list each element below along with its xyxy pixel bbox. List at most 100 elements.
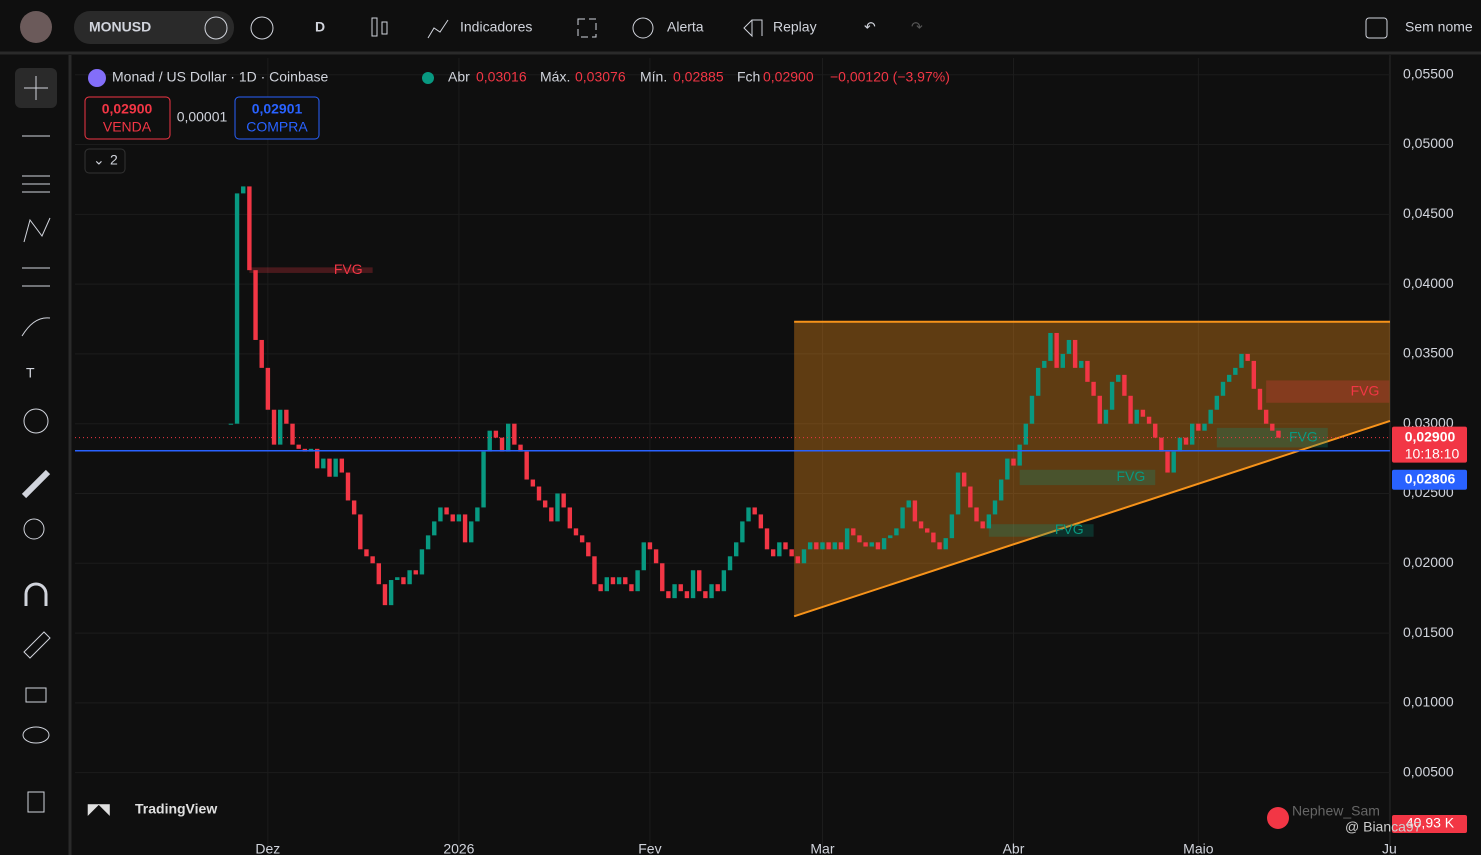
buy-button[interactable] — [234, 96, 320, 140]
indicators-toggle[interactable] — [84, 148, 126, 174]
x-tick-label: Dez — [255, 841, 280, 855]
layout-name[interactable]: Sem nome — [1405, 19, 1473, 35]
sell-label[interactable]: VENDA — [103, 119, 152, 135]
candle — [974, 507, 979, 522]
candle — [1048, 332, 1053, 361]
candle — [931, 532, 936, 543]
candle — [678, 584, 683, 592]
candle — [419, 549, 425, 575]
candle — [432, 521, 437, 536]
candle — [925, 528, 930, 533]
candle — [690, 570, 696, 599]
candle — [789, 549, 794, 557]
candle — [900, 507, 905, 529]
candle — [475, 507, 480, 522]
candle — [641, 542, 646, 571]
candle — [998, 479, 1004, 501]
interval[interactable]: D — [315, 19, 325, 35]
text-tool[interactable]: T — [26, 365, 35, 381]
fvg-label: FVG — [1055, 521, 1084, 537]
layout-icon[interactable] — [1365, 17, 1388, 39]
zoom-tool[interactable] — [23, 518, 45, 540]
x-tick-label: Fev — [638, 841, 661, 855]
candle — [906, 500, 911, 508]
x-tick-label: Maio — [1183, 841, 1214, 855]
layouts-icon[interactable] — [577, 18, 597, 38]
indicator-count[interactable]: 2 — [110, 152, 118, 168]
fvg-label: FVG — [334, 261, 363, 277]
close-label: Fch — [737, 69, 760, 85]
avatar[interactable] — [20, 11, 52, 43]
volume-label: 40,93 K — [1406, 815, 1455, 831]
candle — [351, 500, 357, 515]
candle — [1085, 360, 1090, 382]
candle — [844, 528, 850, 550]
replay[interactable]: Replay — [773, 19, 817, 35]
candle — [1066, 339, 1072, 354]
magnet-tool[interactable] — [24, 582, 48, 606]
fvg-zone — [988, 524, 1094, 537]
alert[interactable]: Alerta — [667, 19, 704, 35]
buy-label[interactable]: COMPRA — [246, 119, 308, 135]
candle — [660, 563, 665, 592]
countdown: 10:18:10 — [1405, 445, 1460, 461]
candle — [1122, 374, 1127, 396]
ruler-tool[interactable] — [21, 469, 51, 499]
candle — [1270, 423, 1275, 431]
sell-button[interactable] — [84, 96, 171, 140]
emoji-tool[interactable] — [23, 408, 49, 434]
chevron[interactable]: ⌄ — [93, 152, 105, 168]
lock-tool[interactable] — [25, 687, 47, 703]
candle — [857, 535, 862, 543]
undo[interactable]: ↶ — [864, 19, 876, 35]
candle-icon[interactable] — [371, 17, 378, 37]
triangle-pattern — [794, 321, 1390, 617]
icon[interactable] — [204, 16, 228, 40]
candle — [1140, 409, 1146, 417]
candle — [253, 270, 258, 340]
x-tick-label: Mar — [810, 841, 834, 855]
candle — [881, 538, 887, 550]
redo[interactable]: ↷ — [911, 19, 923, 35]
hline-tag — [1392, 469, 1467, 490]
candle — [512, 423, 517, 445]
candle — [296, 444, 301, 449]
alert-icon[interactable] — [632, 17, 654, 39]
candle — [783, 542, 788, 550]
candle — [986, 514, 992, 529]
candle — [1202, 423, 1207, 431]
symbol-search[interactable] — [74, 11, 234, 44]
x-tick-label: Abr — [1003, 841, 1025, 855]
high-value: 0,03076 — [575, 69, 626, 85]
draw-mode-tool[interactable] — [23, 631, 51, 659]
candle — [1257, 388, 1263, 410]
indicators[interactable]: Indicadores — [460, 19, 532, 35]
fvg-zone — [249, 267, 373, 273]
buy-price[interactable]: 0,02901 — [252, 101, 303, 117]
visibility-tool[interactable] — [22, 726, 50, 744]
trash-tool[interactable] — [27, 791, 45, 813]
pattern-tool[interactable] — [23, 217, 51, 243]
y-tick-label: 0,00500 — [1403, 763, 1454, 779]
candle — [863, 542, 868, 547]
last-price-label: 0,02900 — [1405, 428, 1456, 444]
sell-price[interactable]: 0,02900 — [102, 101, 153, 117]
indicators-icon[interactable] — [427, 19, 449, 39]
candle — [1183, 437, 1189, 445]
fvg-label: FVG — [1289, 428, 1318, 444]
candle — [801, 549, 807, 564]
candle — [838, 542, 844, 550]
replay-icon[interactable] — [743, 19, 763, 38]
candle — [616, 577, 622, 585]
change: −0,00120 (−3,97%) — [830, 69, 950, 85]
hline-label: 0,02806 — [1405, 470, 1456, 486]
candle — [746, 507, 751, 522]
add-icon[interactable] — [250, 16, 274, 40]
candle — [764, 528, 770, 550]
candle — [370, 556, 375, 564]
brush-tool[interactable] — [21, 317, 51, 337]
candle-icon[interactable] — [381, 21, 388, 35]
symbol[interactable]: MONUSD — [89, 19, 151, 35]
candle — [968, 486, 973, 508]
